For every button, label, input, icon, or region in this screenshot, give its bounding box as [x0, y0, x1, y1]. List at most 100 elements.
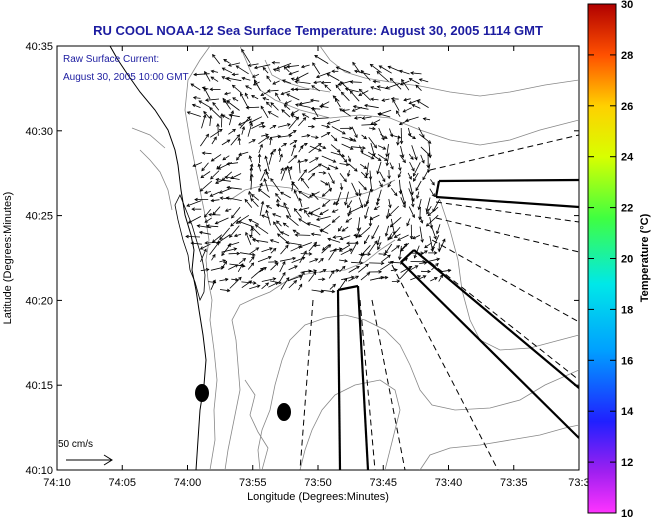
- current-vector: [299, 101, 312, 105]
- station-marker-1: [195, 384, 209, 402]
- current-vector-head: [384, 233, 389, 237]
- colorbar-tick-label: 30: [621, 0, 633, 11]
- current-vector: [378, 276, 388, 279]
- current-vector-head: [205, 133, 209, 138]
- current-vector-head: [250, 262, 255, 266]
- current-vector: [359, 145, 364, 153]
- current-vector: [185, 236, 201, 238]
- current-vector: [377, 242, 382, 250]
- contour-1: [184, 46, 218, 470]
- current-vector: [324, 84, 332, 92]
- current-vector: [276, 220, 282, 227]
- current-vector-head: [273, 221, 277, 226]
- current-vector: [241, 49, 251, 63]
- current-vector: [403, 98, 411, 101]
- current-vector-head: [340, 91, 345, 96]
- current-vector-head: [383, 252, 388, 256]
- current-vector: [357, 217, 361, 231]
- current-vector-head: [321, 277, 326, 282]
- current-vector: [330, 144, 341, 153]
- current-vector: [427, 206, 439, 216]
- current-vector: [250, 198, 259, 207]
- current-vector: [314, 55, 329, 64]
- current-vector-head: [196, 224, 201, 228]
- current-vector-head: [241, 48, 245, 53]
- current-vector-head: [241, 76, 246, 81]
- current-vector-head: [192, 96, 197, 100]
- current-vector: [349, 90, 360, 102]
- current-vector: [312, 62, 321, 75]
- current-vector: [407, 172, 412, 180]
- current-vector-head: [332, 95, 337, 99]
- current-vector: [206, 225, 219, 228]
- current-vector: [238, 137, 241, 146]
- current-vector: [387, 233, 393, 241]
- current-vector: [200, 243, 211, 250]
- current-vector: [337, 278, 348, 292]
- current-vector: [210, 76, 219, 82]
- current-vector: [248, 247, 259, 255]
- current-vector-head: [276, 233, 281, 237]
- current-vector-head: [398, 167, 402, 172]
- current-vector: [200, 134, 209, 147]
- current-vector: [368, 137, 377, 149]
- current-vector: [412, 234, 421, 239]
- current-vector-head: [248, 190, 252, 195]
- current-vector-head: [290, 87, 295, 92]
- current-vector: [366, 162, 369, 176]
- current-vector-head: [279, 153, 283, 158]
- current-vector: [316, 71, 331, 78]
- current-vector-head: [302, 116, 307, 121]
- current-vector: [302, 113, 310, 118]
- current-vector-head: [319, 229, 324, 233]
- y-tick-label: 40:20: [25, 295, 53, 307]
- current-vector-head: [228, 113, 233, 118]
- current-vector: [230, 216, 242, 227]
- plot-area: Raw Surface Current: August 30, 2005 10:…: [56, 45, 580, 471]
- y-tick-label: 40:15: [25, 380, 53, 392]
- current-vector-head: [331, 209, 336, 213]
- current-vector: [266, 205, 272, 209]
- current-vector-head: [204, 98, 209, 102]
- current-vector-head: [337, 82, 342, 86]
- current-vector: [410, 72, 422, 75]
- current-vector: [298, 145, 304, 153]
- current-vector: [410, 275, 421, 281]
- current-vector-head: [222, 97, 226, 102]
- x-tick-label: 74:00: [174, 477, 202, 489]
- current-vector-head: [204, 70, 208, 75]
- current-vector: [220, 261, 227, 270]
- current-vector: [270, 149, 276, 155]
- current-vector-head: [389, 77, 394, 82]
- current-vector-head: [249, 163, 254, 168]
- current-vector-head: [369, 216, 374, 221]
- current-vector-head: [400, 154, 405, 159]
- current-vector: [340, 182, 343, 190]
- current-vector-head: [257, 163, 262, 168]
- current-vector-head: [260, 92, 265, 96]
- current-vector-head: [427, 212, 432, 217]
- current-vector: [215, 180, 223, 184]
- current-vector-head: [251, 255, 255, 260]
- current-vector: [308, 270, 317, 273]
- current-vector-head: [300, 177, 305, 182]
- current-vector-head: [249, 173, 254, 178]
- current-vector-head: [223, 260, 228, 265]
- current-vector-head: [298, 190, 302, 195]
- current-vector-head: [436, 230, 440, 235]
- current-vector-head: [275, 281, 279, 286]
- current-vector: [387, 181, 392, 188]
- current-vector-head: [272, 277, 277, 281]
- current-vector-head: [321, 193, 326, 197]
- current-vector-head: [366, 272, 371, 276]
- current-vector: [368, 240, 378, 254]
- current-vector: [399, 268, 411, 280]
- current-vector-head: [430, 248, 435, 253]
- current-vector: [408, 153, 414, 160]
- current-vector-head: [318, 148, 322, 152]
- current-vector: [411, 197, 414, 207]
- current-vector-head: [311, 124, 316, 129]
- current-vector: [272, 213, 282, 218]
- current-vector-head: [311, 85, 315, 89]
- current-vector-head: [352, 138, 357, 142]
